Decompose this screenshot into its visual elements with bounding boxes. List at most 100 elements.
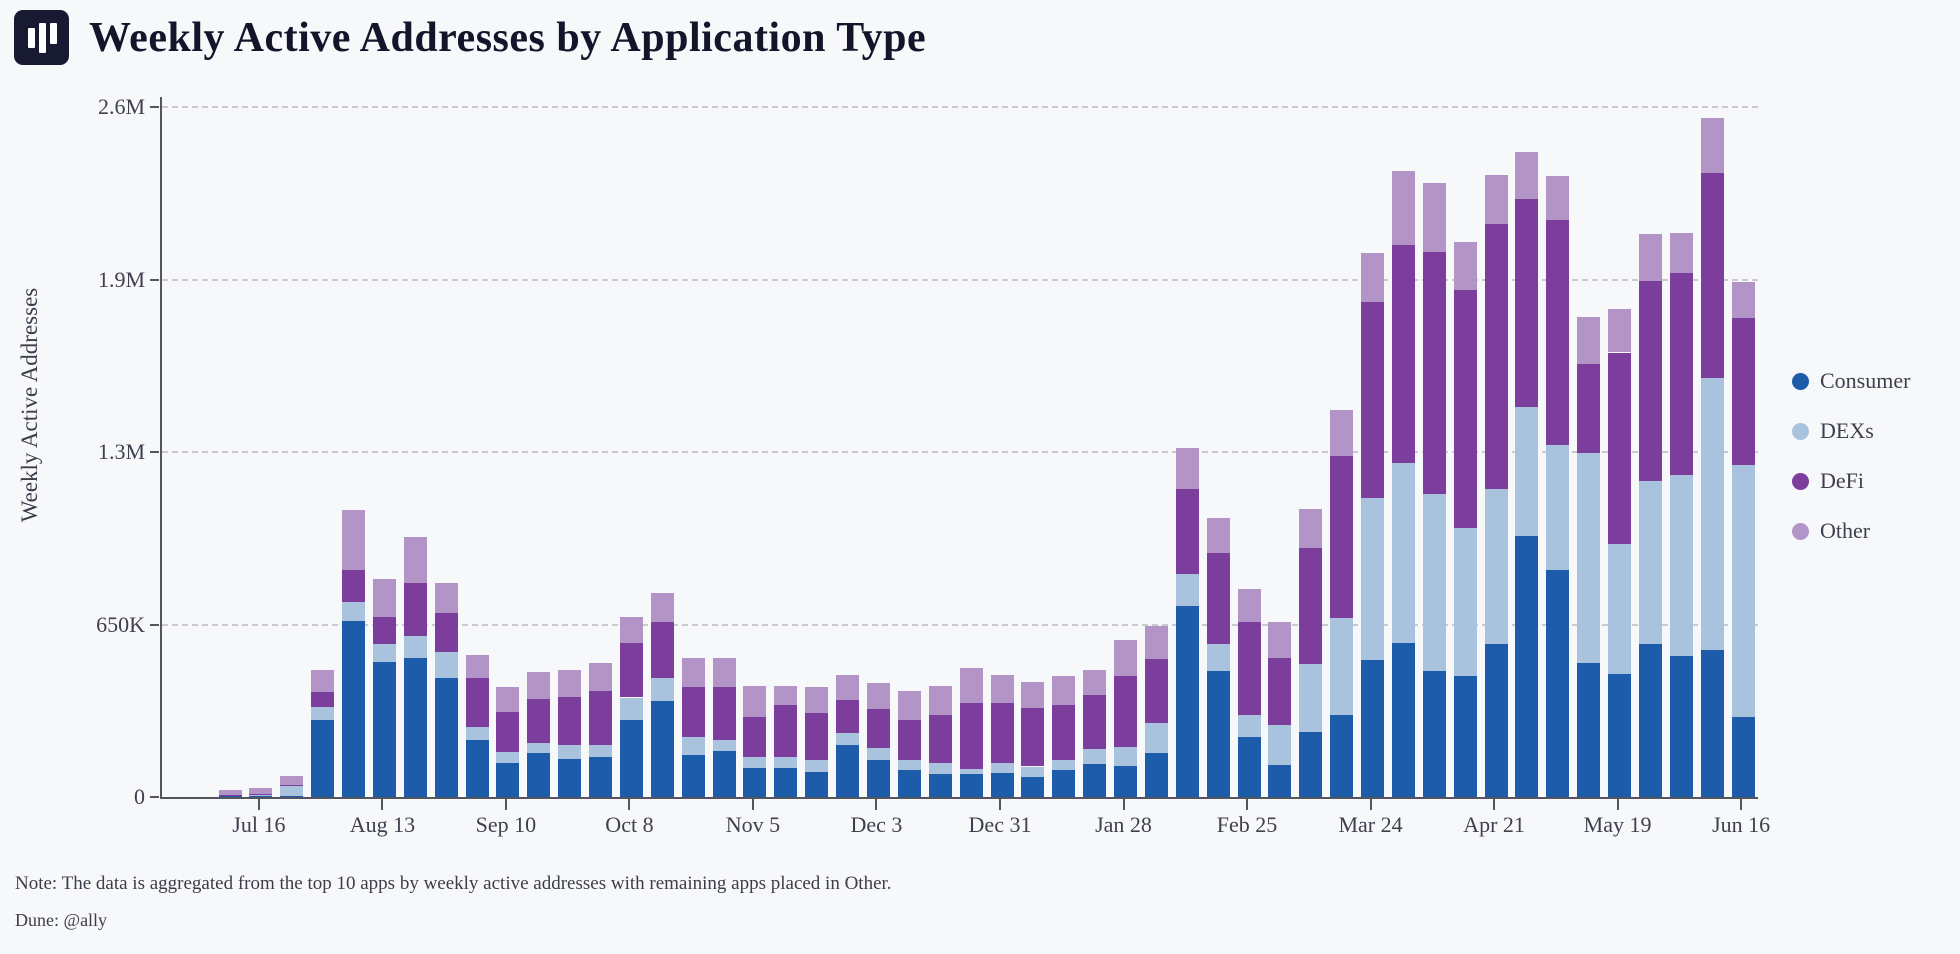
bar-segment-other[interactable] [1546, 176, 1570, 220]
bar-segment-consumer[interactable] [1299, 731, 1323, 797]
bar-segment-other[interactable] [712, 657, 736, 687]
bar-segment-other[interactable] [1237, 588, 1261, 622]
bar-segment-consumer[interactable] [805, 771, 829, 797]
bar-segment-other[interactable] [1330, 409, 1354, 456]
bar-segment-consumer[interactable] [1577, 662, 1601, 797]
bar-segment-defi[interactable] [866, 709, 890, 748]
bar-segment-other[interactable] [1052, 676, 1076, 706]
bar-segment-dexs[interactable] [1546, 445, 1570, 571]
bar-segment-other[interactable] [897, 690, 921, 721]
bar-segment-dexs[interactable] [1052, 759, 1076, 771]
bar-segment-consumer[interactable] [1361, 660, 1385, 797]
legend-item-dexs[interactable]: DEXs [1792, 420, 1910, 442]
bar-segment-dexs[interactable] [1391, 462, 1415, 644]
bar-segment-other[interactable] [681, 657, 705, 687]
bar-segment-other[interactable] [959, 668, 983, 703]
bar-segment-defi[interactable] [1175, 489, 1199, 575]
bar-segment-defi[interactable] [1731, 318, 1755, 466]
bar-segment-defi[interactable] [712, 686, 736, 740]
bar-segment-other[interactable] [1144, 625, 1168, 659]
bar-segment-other[interactable] [1731, 282, 1755, 318]
bar-segment-dexs[interactable] [1700, 377, 1724, 650]
bar-segment-consumer[interactable] [1114, 766, 1138, 797]
bar-segment-consumer[interactable] [342, 620, 366, 797]
bar-segment-dexs[interactable] [496, 751, 520, 763]
bar-segment-consumer[interactable] [589, 757, 613, 797]
bar-segment-defi[interactable] [1361, 302, 1385, 499]
bar-segment-other[interactable] [1638, 234, 1662, 281]
bar-segment-defi[interactable] [311, 692, 335, 707]
bar-segment-other[interactable] [589, 663, 613, 691]
bar-segment-consumer[interactable] [1144, 753, 1168, 797]
bar-segment-consumer[interactable] [959, 774, 983, 797]
bar-segment-other[interactable] [496, 686, 520, 713]
bar-segment-dexs[interactable] [897, 759, 921, 771]
bar-segment-defi[interactable] [249, 794, 273, 796]
bar-segment-defi[interactable] [1299, 547, 1323, 665]
bar-segment-dexs[interactable] [1237, 714, 1261, 738]
bar-segment-defi[interactable] [1453, 290, 1477, 528]
bar-segment-defi[interactable] [1700, 173, 1724, 378]
bar-segment-other[interactable] [1083, 669, 1107, 695]
bar-segment-consumer[interactable] [712, 750, 736, 797]
bar-segment-consumer[interactable] [774, 767, 798, 797]
bar-segment-consumer[interactable] [1638, 644, 1662, 797]
bar-segment-defi[interactable] [218, 794, 242, 796]
bar-segment-dexs[interactable] [774, 757, 798, 768]
bar-segment-dexs[interactable] [1144, 722, 1168, 754]
bar-segment-dexs[interactable] [1083, 749, 1107, 764]
bar-segment-defi[interactable] [619, 643, 643, 698]
bar-segment-defi[interactable] [1052, 705, 1076, 760]
bar-segment-defi[interactable] [1114, 676, 1138, 747]
bar-segment-defi[interactable] [805, 713, 829, 760]
bar-segment-consumer[interactable] [249, 796, 273, 797]
bar-segment-dexs[interactable] [1608, 543, 1632, 674]
bar-segment-defi[interactable] [1422, 251, 1446, 495]
bar-segment-defi[interactable] [1546, 219, 1570, 446]
bar-segment-dexs[interactable] [403, 636, 427, 658]
bar-segment-consumer[interactable] [218, 796, 242, 797]
bar-segment-consumer[interactable] [1083, 763, 1107, 797]
bar-segment-defi[interactable] [1268, 657, 1292, 726]
bar-segment-other[interactable] [403, 536, 427, 584]
bar-segment-other[interactable] [1021, 681, 1045, 709]
bar-segment-consumer[interactable] [1422, 670, 1446, 797]
bar-segment-other[interactable] [311, 669, 335, 693]
bar-segment-other[interactable] [1175, 448, 1199, 490]
bar-segment-consumer[interactable] [403, 657, 427, 797]
bar-segment-defi[interactable] [1391, 245, 1415, 463]
bar-segment-defi[interactable] [1484, 223, 1508, 490]
bar-segment-other[interactable] [1114, 640, 1138, 677]
bar-segment-consumer[interactable] [1330, 714, 1354, 797]
bar-segment-other[interactable] [774, 685, 798, 706]
bar-segment-consumer[interactable] [1608, 673, 1632, 797]
bar-segment-other[interactable] [1608, 308, 1632, 353]
bar-segment-defi[interactable] [280, 785, 304, 786]
bar-segment-defi[interactable] [897, 720, 921, 760]
bar-segment-consumer[interactable] [465, 739, 489, 797]
bar-segment-defi[interactable] [959, 702, 983, 770]
bar-segment-other[interactable] [1206, 518, 1230, 553]
bar-segment-defi[interactable] [434, 612, 458, 653]
bar-segment-other[interactable] [342, 510, 366, 571]
bar-segment-defi[interactable] [1515, 198, 1539, 407]
bar-segment-dexs[interactable] [527, 742, 551, 754]
bar-segment-other[interactable] [1361, 252, 1385, 303]
bar-segment-consumer[interactable] [311, 720, 335, 797]
bar-segment-other[interactable] [650, 592, 674, 622]
bar-segment-consumer[interactable] [1484, 644, 1508, 797]
bar-segment-other[interactable] [372, 579, 396, 617]
bar-segment-defi[interactable] [1083, 694, 1107, 750]
bar-segment-other[interactable] [465, 655, 489, 678]
bar-segment-consumer[interactable] [527, 753, 551, 797]
bar-segment-defi[interactable] [743, 717, 767, 758]
bar-segment-other[interactable] [1669, 233, 1693, 273]
bar-segment-consumer[interactable] [743, 767, 767, 797]
bar-segment-defi[interactable] [928, 714, 952, 763]
bar-segment-dexs[interactable] [280, 785, 304, 796]
bar-segment-dexs[interactable] [1299, 664, 1323, 732]
bar-segment-defi[interactable] [1206, 552, 1230, 645]
bar-segment-defi[interactable] [681, 686, 705, 738]
bar-segment-dexs[interactable] [1484, 489, 1508, 645]
bar-segment-consumer[interactable] [1731, 717, 1755, 797]
